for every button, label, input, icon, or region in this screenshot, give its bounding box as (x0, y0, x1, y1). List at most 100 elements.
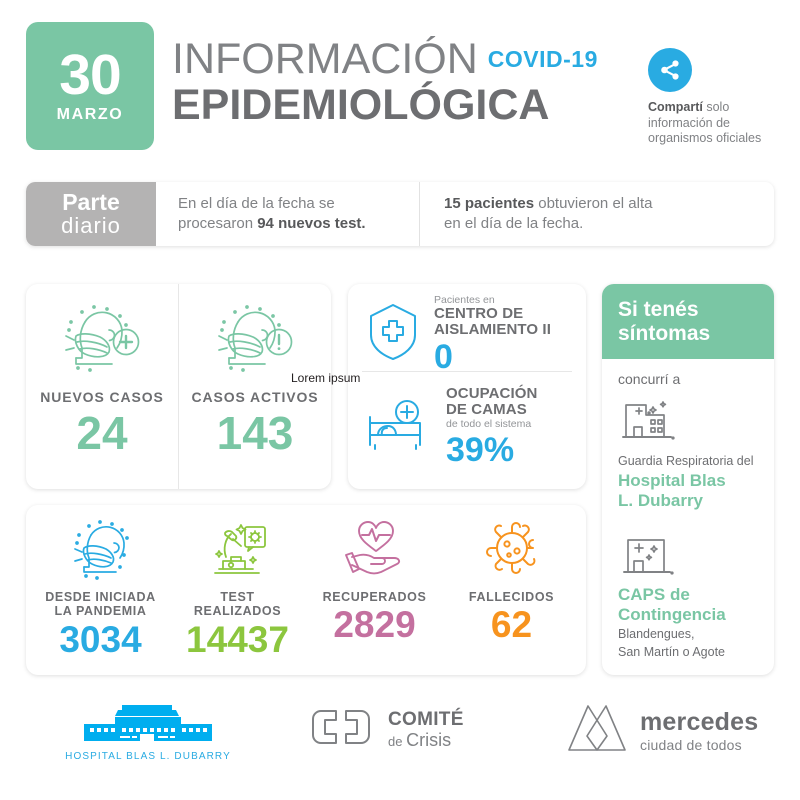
place1-name-line1: Hospital Blas (618, 470, 726, 490)
comite-logo-line1: COMITÉ (388, 709, 464, 730)
comite-logo-line2-small: de (388, 734, 407, 749)
hospital-bed-icon (362, 393, 436, 460)
stat-label: CASOS ACTIVOS (191, 389, 319, 405)
date-month: MARZO (56, 106, 124, 124)
stat-recuperados: RECUPERADOS 2829 (306, 517, 443, 675)
stat-desde-iniciada-pandemia: DESDE INICIADA LA PANDEMIA 3034 (32, 517, 169, 675)
beds-value: 39% (446, 430, 515, 469)
masked-face-icon (64, 517, 138, 586)
beds-title-line2: DE CAMAS (446, 401, 527, 419)
cases-card: NUEVOS CASOS 24 (26, 284, 331, 489)
symptoms-header: Si tenés síntomas (602, 284, 774, 360)
stat-fallecidos: FALLECIDOS 62 (443, 517, 580, 675)
clinic-building-icon (620, 530, 758, 583)
total-value: 62 (490, 604, 533, 646)
masked-face-plus-icon (54, 300, 150, 383)
total-label-line1: RECUPERADOS (322, 590, 427, 604)
comite-logo-line2-main: Crisis (406, 730, 452, 750)
hospital-building-icon (620, 393, 758, 448)
total-label: RECUPERADOS (323, 590, 427, 604)
total-label: DESDE INICIADA LA PANDEMIA (45, 590, 156, 619)
mercedes-logo-line1: mercedes (640, 707, 759, 736)
total-value: 2829 (333, 604, 416, 646)
stat-label: NUEVOS CASOS (40, 389, 164, 405)
hospital-logo-text: HOSPITAL BLAS L. DUBARRY (65, 751, 231, 762)
place2-address-line1: Blandengues, (618, 626, 695, 641)
total-label-line1: DESDE INICIADA (45, 590, 156, 604)
virus-icon (475, 517, 549, 586)
hospital-building-logo (72, 705, 224, 748)
page-title: INFORMACIÓN COVID-19 EPIDEMIOLÓGICA (172, 38, 632, 128)
share-icon[interactable] (648, 48, 692, 92)
total-value: 3034 (59, 618, 142, 660)
parte-message-tests: En el día de la fecha se procesaron 94 n… (156, 182, 419, 246)
symptoms-header-line1: Si tenés (618, 298, 699, 321)
parte-diario-tag: Parte diario (26, 182, 156, 246)
covid-tag: COVID-19 (487, 46, 598, 72)
lorem-ipsum-overlay: Lorem ipsum (291, 371, 361, 385)
parte-diario-bar: Parte diario En el día de la fecha se pr… (26, 182, 774, 246)
parte-msg2-bold: 15 pacientes (444, 194, 535, 212)
parte-msg1-line2-pre: procesaron (178, 215, 258, 232)
total-label-line2: LA PANDEMIA (54, 604, 147, 619)
comite-brackets-logo (310, 708, 376, 751)
stat-nuevos-casos: NUEVOS CASOS 24 (26, 284, 178, 489)
place1-name-line2: L. Dubarry (618, 490, 704, 510)
isolation-title-line1: CENTRO DE (434, 305, 524, 323)
place2-name-line2: Contingencia (618, 604, 726, 624)
parte-tag-line1: Parte (62, 189, 120, 215)
beds-sublabel: de todo el sistema (446, 418, 532, 431)
isolation-value: 0 (434, 338, 453, 377)
symptoms-panel: Si tenés síntomas concurrí a (602, 284, 774, 675)
symptoms-header-line2: síntomas (618, 321, 711, 345)
total-value: 14437 (186, 618, 289, 660)
microscope-icon (201, 517, 275, 586)
mercedes-logo-line2: ciudad de todos (640, 736, 742, 753)
date-badge: 30 MARZO (26, 22, 154, 150)
mercedes-logo: mercedes ciudad de todos (566, 702, 758, 759)
comite-logo: COMITÉ de Crisis (310, 708, 464, 751)
share-caption-bold: Compartí (648, 100, 703, 114)
place2-name-line1: CAPS de (618, 584, 690, 604)
hospital-capacity-card: Pacientes en CENTRO DE AISLAMIENTO II 0 (348, 284, 586, 489)
stat-ocupacion-camas: OCUPACIÓN DE CAMAS de todo el sistema 39… (362, 371, 572, 471)
symptoms-intro: concurrí a (618, 371, 681, 388)
share-caption: Compartí solo información de organismos … (648, 100, 788, 147)
title-line-1: INFORMACIÓN (172, 35, 478, 83)
stat-value: 24 (76, 407, 128, 459)
stat-value: 143 (216, 407, 294, 459)
place1-caption: Guardia Respiratoria del (618, 454, 754, 469)
total-label: TEST REALIZADOS (194, 590, 281, 619)
stat-casos-activos: CASOS ACTIVOS 143 (178, 284, 331, 489)
isolation-title-line2: AISLAMIENTO II (434, 321, 551, 339)
total-label-line2: REALIZADOS (193, 604, 282, 619)
total-label: FALLECIDOS (469, 590, 554, 604)
mercedes-m-logo (566, 702, 628, 759)
parte-message-discharges: 15 pacientes obtuvieron el alta en el dí… (419, 182, 774, 246)
place2-address-line2: San Martín o Agote (618, 645, 726, 660)
isolation-small-label: Pacientes en (434, 293, 495, 306)
masked-face-alert-icon (207, 300, 303, 383)
heart-hand-icon (338, 517, 412, 586)
parte-tag-line2: diario (61, 213, 121, 238)
date-day: 30 (59, 42, 121, 107)
total-label-line1: TEST (220, 590, 255, 604)
parte-msg1-bold: 94 nuevos test. (257, 215, 366, 232)
comite-logo-line2: de Crisis (388, 731, 464, 749)
total-label-line1: FALLECIDOS (468, 590, 555, 604)
header: 30 MARZO INFORMACIÓN COVID-19 EPIDEMIOLÓG… (0, 0, 800, 170)
totals-card: DESDE INICIADA LA PANDEMIA 3034 (26, 505, 586, 675)
footer: HOSPITAL BLAS L. DUBARRY COMITÉ de Crisi… (0, 690, 800, 800)
stat-centro-aislamiento: Pacientes en CENTRO DE AISLAMIENTO II 0 (348, 284, 586, 377)
parte-msg1-line1: En el día de la fecha se (178, 194, 335, 212)
share-caption-line2: información de (648, 115, 730, 130)
parte-msg2-rest: obtuvieron el alta (534, 194, 653, 212)
hospital-logo: HOSPITAL BLAS L. DUBARRY (48, 700, 248, 762)
share-caption-line3: organismos oficiales (648, 131, 762, 146)
title-line-2: EPIDEMIOLÓGICA (172, 81, 550, 129)
stat-test-realizados: TEST REALIZADOS 14437 (169, 517, 306, 675)
beds-title-line1: OCUPACIÓN (446, 385, 538, 403)
parte-msg2-line2: en el día de la fecha. (444, 215, 584, 232)
share-block: Compartí solo información de organismos … (648, 48, 788, 147)
